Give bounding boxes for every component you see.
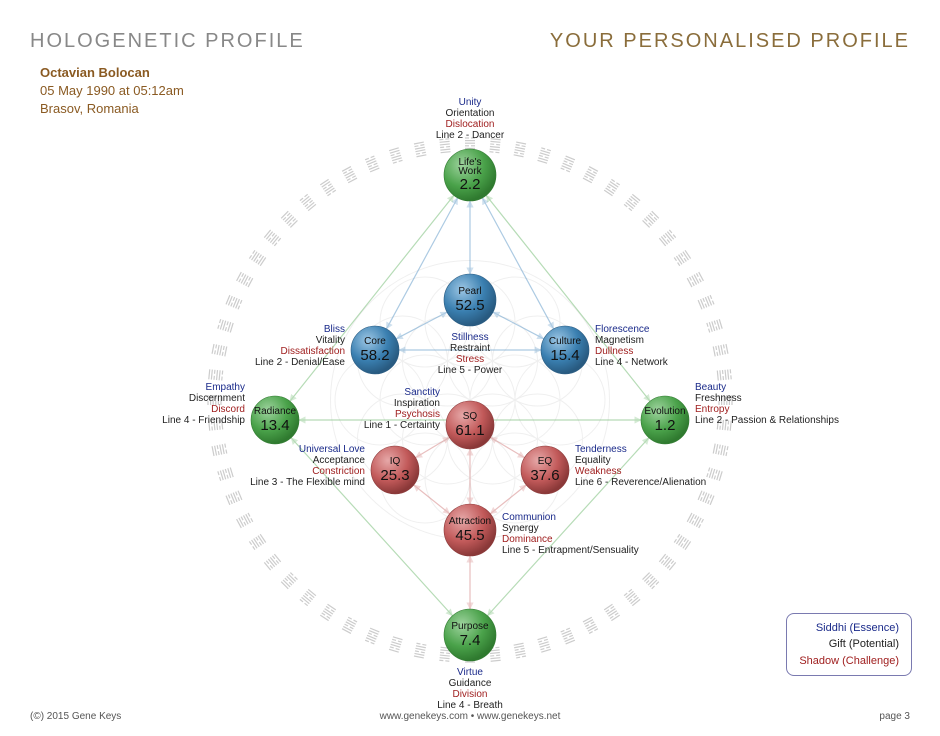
sphere-lifeswork: Life'sWork2.2 [444,149,496,201]
svg-text:2.2: 2.2 [460,176,481,193]
svg-text:Weakness: Weakness [575,466,622,477]
svg-text:Stillness: Stillness [451,332,488,343]
svg-text:Pearl: Pearl [458,286,481,297]
svg-text:Line 4 - Friendship: Line 4 - Friendship [162,415,245,426]
labels-culture: FlorescenceMagnetismDullnessLine 4 - Net… [595,324,669,368]
svg-text:45.5: 45.5 [455,527,484,544]
svg-text:Line 6 - Reverence/Alienation: Line 6 - Reverence/Alienation [575,477,706,488]
svg-text:15.4: 15.4 [550,347,579,364]
svg-text:25.3: 25.3 [380,467,409,484]
svg-text:IQ: IQ [390,456,401,467]
sphere-radiance: Radiance13.4 [251,396,299,444]
svg-text:Evolution: Evolution [644,406,685,417]
labels-purpose: VirtueGuidanceDivisionLine 4 - Breath [437,667,503,711]
svg-text:Tenderness: Tenderness [575,444,627,455]
svg-text:Beauty: Beauty [695,382,726,393]
sphere-iq: IQ25.3 [371,446,419,494]
svg-text:13.4: 13.4 [260,417,289,434]
sphere-culture: Culture15.4 [541,326,589,374]
svg-text:61.1: 61.1 [455,422,484,439]
svg-text:Empathy: Empathy [206,382,245,393]
svg-text:Unity: Unity [459,97,482,108]
footer-sites: www.genekeys.com • www.genekeys.net [30,711,910,722]
sphere-core: Core58.2 [351,326,399,374]
svg-text:Psychosis: Psychosis [395,409,440,420]
labels-lifeswork: UnityOrientationDislocationLine 2 - Danc… [436,97,505,141]
svg-text:Line 3 - The Flexible mind: Line 3 - The Flexible mind [250,477,365,488]
labels-radiance: EmpathyDiscernmentDiscordLine 4 - Friend… [162,382,245,426]
labels-evolution: BeautyFreshnessEntropyLine 2 - Passion &… [695,382,839,426]
svg-text:Vitality: Vitality [316,335,345,346]
sphere-eq: EQ37.6 [521,446,569,494]
legend-shadow: Shadow (Challenge) [799,653,899,670]
svg-text:Inspiration: Inspiration [394,398,440,409]
svg-text:7.4: 7.4 [460,632,481,649]
labels-eq: TendernessEqualityWeaknessLine 6 - Rever… [575,444,706,488]
svg-text:Virtue: Virtue [457,667,483,678]
svg-text:Bliss: Bliss [324,324,345,335]
labels-attraction: CommunionSynergyDominanceLine 5 - Entrap… [502,512,639,556]
svg-text:Line 2 - Denial/Ease: Line 2 - Denial/Ease [255,357,345,368]
svg-text:52.5: 52.5 [455,297,484,314]
svg-text:Line 2 - Dancer: Line 2 - Dancer [436,130,505,141]
sphere-pearl: Pearl52.5 [444,274,496,326]
labels-core: BlissVitalityDissatisfactionLine 2 - Den… [255,324,345,368]
svg-text:Magnetism: Magnetism [595,335,644,346]
svg-text:Restraint: Restraint [450,343,490,354]
svg-text:Core: Core [364,336,386,347]
svg-text:Synergy: Synergy [502,523,539,534]
svg-text:Guidance: Guidance [449,678,492,689]
svg-text:EQ: EQ [538,456,553,467]
page: HOLOGENETIC PROFILE YOUR PERSONALISED PR… [0,0,940,736]
svg-text:Florescence: Florescence [595,324,650,335]
svg-text:Acceptance: Acceptance [313,455,366,466]
svg-text:Line 5 - Entrapment/Sensuality: Line 5 - Entrapment/Sensuality [502,545,639,556]
sphere-sq: SQ61.1 [446,401,494,449]
svg-text:Line 4 - Breath: Line 4 - Breath [437,700,503,711]
svg-text:58.2: 58.2 [360,347,389,364]
svg-text:Radiance: Radiance [254,406,297,417]
svg-text:Orientation: Orientation [446,108,495,119]
svg-text:Equality: Equality [575,455,611,466]
svg-text:1.2: 1.2 [655,417,676,434]
spheres: Life'sWork2.2 UnityOrientationDislocation… [162,97,839,711]
svg-text:Division: Division [452,689,487,700]
svg-text:Freshness: Freshness [695,393,742,404]
svg-text:Line 4 - Network: Line 4 - Network [595,357,669,368]
svg-text:Discord: Discord [211,404,245,415]
svg-text:Entropy: Entropy [695,404,729,415]
svg-text:Attraction: Attraction [449,516,491,527]
svg-text:Dominance: Dominance [502,534,553,545]
svg-text:Universal Love: Universal Love [299,444,366,455]
footer: (©) 2015 Gene Keys www.genekeys.com • ww… [30,711,910,722]
svg-text:Line 5 - Power: Line 5 - Power [438,365,503,376]
svg-text:Sanctity: Sanctity [404,387,440,398]
svg-text:Line 2 - Passion & Relationshi: Line 2 - Passion & Relationships [695,415,839,426]
svg-text:Stress: Stress [456,354,484,365]
svg-text:Dislocation: Dislocation [446,119,495,130]
svg-text:SQ: SQ [463,411,478,422]
svg-text:Constriction: Constriction [312,466,365,477]
sphere-purpose: Purpose7.4 [444,609,496,661]
svg-text:Dissatisfaction: Dissatisfaction [281,346,345,357]
svg-text:Dullness: Dullness [595,346,633,357]
svg-text:Culture: Culture [549,336,582,347]
legend-box: Siddhi (Essence) Gift (Potential) Shadow… [786,613,912,677]
sphere-evolution: Evolution1.2 [641,396,689,444]
svg-text:37.6: 37.6 [530,467,559,484]
svg-text:Communion: Communion [502,512,556,523]
legend-siddhi: Siddhi (Essence) [799,620,899,637]
sphere-attraction: Attraction45.5 [444,504,496,556]
svg-text:Discernment: Discernment [189,393,245,404]
legend-gift: Gift (Potential) [799,636,899,653]
svg-text:Line 1 - Certainty: Line 1 - Certainty [364,420,440,431]
svg-text:Purpose: Purpose [451,621,489,632]
labels-iq: Universal LoveAcceptanceConstrictionLine… [250,444,365,488]
